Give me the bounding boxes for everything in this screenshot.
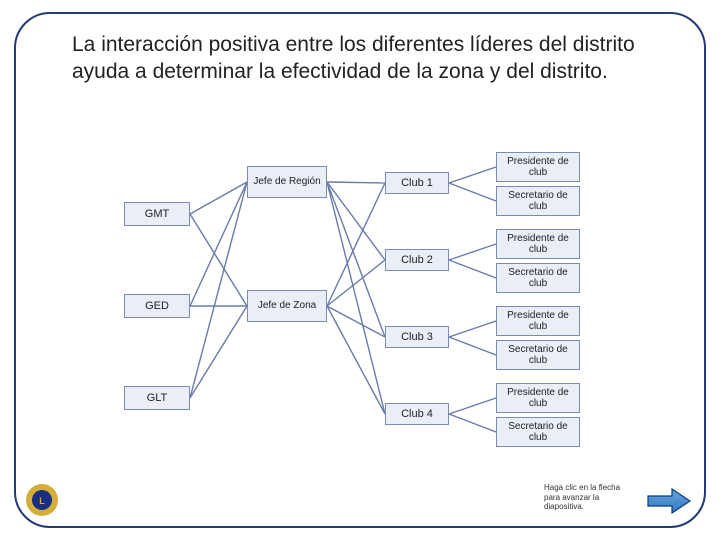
node-s4: Secretario de club — [496, 417, 580, 447]
node-p3: Presidente de club — [496, 306, 580, 336]
slide-frame — [14, 12, 706, 528]
node-s1: Secretario de club — [496, 186, 580, 216]
node-region: Jefe de Región — [247, 166, 327, 198]
node-club1: Club 1 — [385, 172, 449, 194]
svg-text:L: L — [39, 496, 45, 506]
node-ged: GED — [124, 294, 190, 318]
next-arrow-icon[interactable] — [646, 486, 692, 516]
node-p2: Presidente de club — [496, 229, 580, 259]
node-club3: Club 3 — [385, 326, 449, 348]
advance-instruction: Haga clic en la flecha para avanzar la d… — [544, 483, 634, 512]
node-s3: Secretario de club — [496, 340, 580, 370]
node-glt: GLT — [124, 386, 190, 410]
lions-logo-icon: L — [24, 482, 60, 518]
node-p1: Presidente de club — [496, 152, 580, 182]
slide: La interacción positiva entre los difere… — [0, 0, 720, 540]
node-zona: Jefe de Zona — [247, 290, 327, 322]
slide-heading: La interacción positiva entre los difere… — [72, 32, 648, 86]
node-club4: Club 4 — [385, 403, 449, 425]
node-p4: Presidente de club — [496, 383, 580, 413]
node-s2: Secretario de club — [496, 263, 580, 293]
node-gmt: GMT — [124, 202, 190, 226]
node-club2: Club 2 — [385, 249, 449, 271]
